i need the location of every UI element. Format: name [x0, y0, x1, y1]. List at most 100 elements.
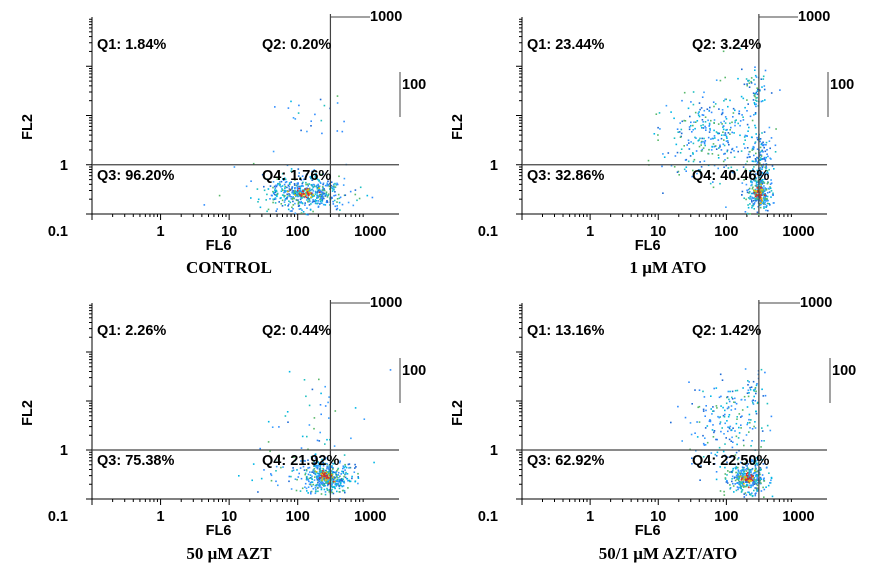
scatter-point [276, 208, 278, 210]
scatter-point [704, 415, 706, 417]
scatter-point [373, 461, 375, 464]
scatter-point [279, 184, 281, 187]
scatter-point [750, 477, 752, 479]
scatter-point [326, 185, 328, 187]
scatter-point [259, 206, 262, 209]
scatter-point [754, 470, 756, 472]
scatter-point [290, 475, 292, 478]
scatter-point [752, 399, 754, 401]
scatter-point [274, 202, 277, 204]
scatter-point [740, 461, 742, 464]
scatter-point [724, 134, 727, 136]
scatter-point [741, 182, 744, 184]
scatter-point [681, 99, 683, 102]
scatter-point [331, 190, 334, 192]
scatter-point [759, 191, 761, 193]
scatter-point [726, 407, 729, 410]
scatter-point [750, 458, 753, 461]
scatter-point [747, 422, 749, 424]
scatter-point [752, 380, 755, 383]
scatter-point [759, 168, 761, 171]
scatter-point [318, 478, 320, 481]
scatter-point [769, 204, 771, 206]
scatter-point [720, 113, 723, 116]
scatter-point [300, 477, 303, 480]
scatter-point [280, 190, 283, 192]
scatter-point [288, 480, 290, 483]
scatter-point [688, 148, 691, 150]
scatter-point [343, 177, 346, 180]
scatter-point [719, 373, 722, 376]
scatter-point [721, 109, 724, 111]
scatter-point [753, 199, 755, 202]
scatter-point [755, 474, 758, 477]
scatter-point [774, 151, 777, 153]
scatter-point [349, 190, 352, 193]
scatter-point [324, 474, 326, 477]
scatter-point [751, 495, 754, 498]
scatter-point [766, 191, 769, 194]
scatter-point [747, 468, 750, 470]
scatter-point [756, 169, 759, 172]
scatter-point [696, 120, 699, 122]
scatter-point [755, 105, 757, 108]
scatter-point [742, 468, 744, 471]
scatter-point [314, 453, 317, 455]
scatter-point [308, 477, 311, 480]
scatter-point [709, 106, 711, 109]
scatter-point [277, 182, 279, 185]
scatter-point [344, 465, 347, 468]
scatter-point [746, 84, 748, 87]
scatter-point [324, 195, 326, 197]
scatter-point [312, 186, 314, 189]
scatter-point [739, 48, 742, 50]
scatter-point [357, 472, 359, 475]
scatter-point [749, 478, 752, 480]
scatter-point [337, 193, 340, 196]
scatter-point [309, 176, 311, 178]
scatter-point [764, 178, 766, 180]
x-tick-label: 1000 [782, 224, 814, 240]
scatter-point [746, 123, 749, 126]
scatter-point [329, 188, 331, 190]
scatter-point [327, 194, 329, 197]
scatter-point [320, 486, 322, 489]
y-axis-label: FL2 [20, 400, 36, 426]
scatter-point [288, 200, 290, 202]
scatter-point [746, 477, 748, 480]
scatter-point [351, 475, 353, 478]
scatter-point [326, 474, 328, 477]
scatter-point [732, 469, 734, 472]
scatter-point [710, 149, 713, 151]
scatter-point [747, 188, 750, 191]
scatter-point [744, 135, 747, 137]
scatter-point [317, 178, 319, 181]
scatter-point [773, 168, 775, 170]
scatter-point [712, 186, 715, 189]
scatter-point [714, 453, 717, 456]
scatter-point [284, 197, 287, 200]
scatter-point [751, 463, 753, 465]
scatter-point [710, 111, 713, 114]
scatter-point [762, 151, 764, 153]
scatter-point [738, 470, 740, 473]
scatter-point [319, 198, 321, 201]
scatter-point [742, 439, 745, 442]
scatter-point [762, 463, 765, 465]
scatter-point [315, 485, 318, 487]
scatter-point [737, 437, 740, 439]
scatter-point [680, 148, 683, 150]
scatter-point [763, 198, 765, 200]
scatter-point [738, 413, 741, 415]
scatter-point [321, 194, 324, 197]
quadrant-label-q4: Q4: 1.76% [262, 168, 331, 184]
scatter-point [292, 469, 295, 472]
scatter-point [754, 494, 757, 497]
scatter-point [734, 408, 737, 410]
scatter-point [273, 191, 275, 194]
scatter-point [755, 152, 757, 155]
scatter-point [707, 152, 709, 155]
scatter-point [318, 475, 321, 477]
scatter-point [747, 491, 749, 493]
scatter-point [764, 160, 767, 162]
